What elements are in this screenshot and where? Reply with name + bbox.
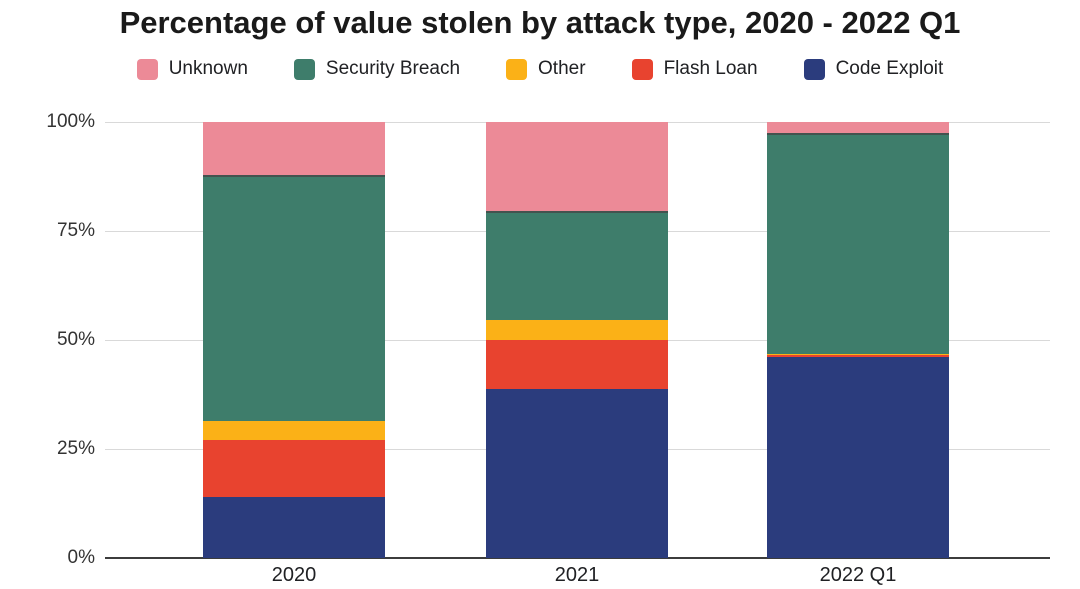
bar-segment-2022-q1-code-exploit [767, 357, 949, 558]
bar-segment-2020-other [203, 421, 385, 440]
bar-segment-2020-flash-loan [203, 439, 385, 498]
bar-2021 [486, 122, 668, 558]
bar-segment-2021-code-exploit [486, 389, 668, 558]
legend-label: Code Exploit [835, 58, 944, 79]
y-tick-label-50: 50% [56, 329, 95, 350]
y-tick-label-0: 0% [67, 547, 95, 568]
y-tick-label-25: 25% [56, 438, 95, 459]
bar-segment-2021-security-breach [486, 211, 668, 321]
x-axis-line [105, 557, 1050, 559]
legend-swatch-code-exploit [803, 58, 825, 80]
bar-segment-2022-q1-security-breach [767, 132, 949, 354]
x-tick-label-2021: 2021 [554, 564, 600, 586]
legend-swatch-security-breach [293, 58, 315, 80]
x-tick-label-2020: 2020 [271, 564, 317, 586]
legend: Unknown Security Breach Other Flash Loan Cod… [0, 58, 1080, 80]
x-tick-label-2022-q1: 2022 Q1 [819, 564, 897, 586]
legend-label: Flash Loan [663, 58, 758, 79]
legend-swatch-flash-loan [631, 58, 653, 80]
bar-2022-q1 [767, 122, 949, 558]
bar-segment-2020-unknown [203, 122, 385, 176]
chart-title: Percentage of value stolen by attack typ… [119, 5, 961, 40]
legend-item-unknown: Unknown [136, 58, 248, 80]
bar-segment-2021-flash-loan [486, 339, 668, 390]
legend-label: Unknown [168, 58, 248, 79]
legend-item-code-exploit: Code Exploit [803, 58, 944, 80]
legend-label: Security Breach [325, 58, 461, 79]
bar-segment-2021-unknown [486, 122, 668, 212]
legend-swatch-unknown [136, 58, 158, 80]
bar-segment-2021-other [486, 320, 668, 340]
bar-segment-2022-q1-other [767, 353, 949, 355]
bar-segment-2020-code-exploit [203, 497, 385, 558]
legend-item-security-breach: Security Breach [293, 58, 461, 80]
bar-2020 [203, 122, 385, 558]
bar-segment-2022-q1-unknown [767, 122, 949, 133]
bar-segment-2022-q1-flash-loan [767, 354, 949, 358]
plot-area [105, 122, 1050, 559]
legend-swatch-other [506, 58, 528, 80]
y-tick-label-100: 100% [46, 111, 95, 132]
legend-label: Other [538, 58, 586, 79]
legend-item-flash-loan: Flash Loan [631, 58, 758, 80]
y-tick-label-75: 75% [56, 220, 95, 241]
legend-item-other: Other [506, 58, 586, 80]
bar-segment-2020-security-breach [203, 175, 385, 422]
